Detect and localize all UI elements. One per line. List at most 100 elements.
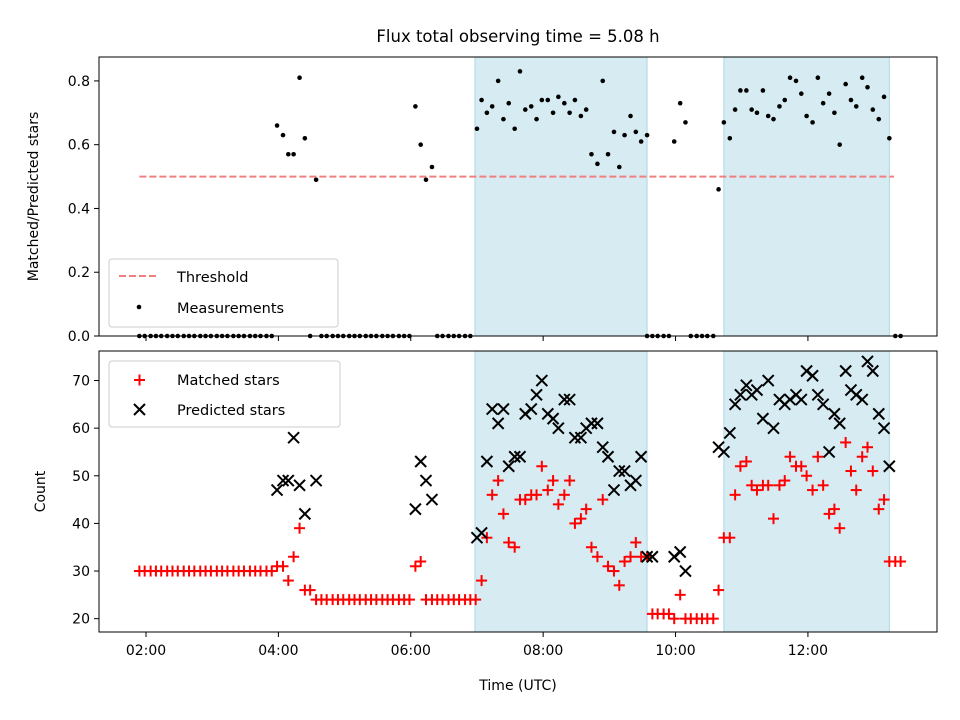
predicted-star-point — [276, 474, 290, 487]
measurement-point — [572, 97, 578, 103]
matched-star-point — [740, 455, 752, 467]
matched-star-point — [873, 503, 885, 515]
predicted-star-point — [591, 417, 604, 430]
matched-star-point — [288, 551, 300, 563]
predicted-star-point — [618, 464, 631, 478]
matched-star-point — [668, 613, 680, 625]
measurement-point — [644, 132, 650, 138]
matched-star-point — [663, 608, 675, 620]
predicted-star-point — [558, 393, 571, 406]
count-x-tick-label: 04:00 — [258, 643, 298, 659]
matched-star-points — [133, 436, 907, 625]
ratio-y-tick-label: 0.4 — [68, 201, 90, 217]
measurement-point — [876, 116, 882, 122]
measurement-point — [870, 107, 876, 112]
matched-star-point — [823, 508, 835, 520]
count-y-axis: 20 30 40 50 60 70 — [72, 374, 99, 628]
count-x-tick-label: 06:00 — [391, 643, 431, 659]
measurement-point — [638, 139, 644, 144]
predicted-star-point — [750, 383, 764, 397]
measurement-point — [671, 139, 677, 144]
matched-star-point — [266, 565, 278, 577]
predicted-star-point — [270, 483, 284, 497]
measurement-point — [727, 136, 733, 141]
ratio-y-tick-label: 0.8 — [68, 74, 90, 90]
matched-star-point — [409, 560, 421, 572]
measurement-point — [716, 187, 721, 192]
measurement-point — [848, 97, 854, 103]
measurement-point — [274, 123, 280, 128]
matched-star-point — [630, 536, 642, 548]
matched-star-point — [569, 517, 581, 529]
count-x-tick-label: 10:00 — [655, 643, 695, 659]
predicted-star-point — [530, 388, 543, 402]
predicted-star-point — [811, 388, 825, 402]
predicted-star-point — [535, 374, 549, 387]
matched-star-point — [795, 460, 807, 472]
chart-title: Flux total observing time = 5.08 h — [376, 27, 659, 46]
matched-star-point — [734, 460, 746, 472]
measurement-point — [721, 120, 727, 125]
measurement-point — [545, 97, 551, 103]
measurement-point — [429, 164, 435, 170]
measurement-point — [810, 120, 815, 125]
matched-star-point — [817, 479, 829, 491]
predicted-star-point — [816, 398, 830, 411]
matched-star-point — [282, 575, 294, 587]
ratio-legend: Threshold Measurements — [108, 258, 339, 328]
measurement-point — [583, 107, 589, 112]
predicted-star-point — [728, 398, 742, 411]
measurement-point — [738, 88, 743, 93]
measurement-point — [765, 113, 771, 119]
measurement-point — [887, 136, 892, 141]
matched-star-point — [784, 451, 796, 463]
measurement-point — [865, 84, 870, 90]
predicted-star-point — [491, 417, 505, 430]
count-panel: 20 30 40 50 60 70 02:00 04:00 06:00 08:00 10:00 12… — [33, 350, 938, 694]
predicted-star-point — [508, 450, 521, 463]
predicted-star-point — [855, 393, 869, 406]
matched-star-point — [486, 489, 498, 501]
ratio-legend-box — [108, 258, 339, 328]
predicted-star-point — [634, 450, 648, 463]
matched-star-point — [828, 503, 840, 515]
matched-star-point — [762, 479, 774, 491]
measurement-point — [578, 113, 584, 119]
matched-star-point — [840, 436, 852, 448]
count-y-tick-label: 30 — [72, 564, 90, 580]
matched-star-point — [304, 584, 316, 596]
predicted-star-point — [414, 455, 427, 468]
predicted-star-point — [513, 450, 527, 463]
predicted-star-point — [629, 474, 643, 487]
matched-star-point — [619, 556, 631, 568]
legend-measurements-swatch — [136, 304, 142, 310]
ratio-shaded-regions — [474, 56, 890, 337]
measurement-point — [474, 126, 480, 132]
predicted-star-point — [546, 412, 560, 425]
measurement-point — [616, 164, 622, 170]
matched-star-point — [834, 522, 846, 534]
predicted-star-point — [613, 464, 626, 478]
matched-star-point — [597, 494, 609, 506]
measurement-point — [799, 91, 804, 96]
observing-window-1 — [723, 56, 890, 337]
matched-star-point — [807, 484, 819, 496]
measurement-point — [479, 97, 484, 103]
predicted-star-point — [646, 550, 659, 563]
predicted-star-point — [762, 374, 775, 387]
measurement-point — [291, 151, 296, 157]
predicted-star-point — [822, 445, 836, 459]
ratio-x-ticks — [145, 336, 809, 341]
measurement-points — [137, 69, 903, 339]
measurement-point — [749, 107, 754, 112]
measurement-point — [297, 75, 302, 81]
matched-star-point — [503, 536, 515, 548]
predicted-star-point — [596, 440, 609, 454]
predicted-star-point — [525, 402, 538, 416]
measurement-point — [423, 177, 429, 183]
matched-star-point — [768, 513, 780, 525]
measurement-point — [550, 110, 556, 116]
legend-matched-label: Matched stars — [177, 373, 280, 389]
ratio-y-tick-label: 0.0 — [68, 329, 90, 345]
matched-star-point — [519, 494, 531, 506]
